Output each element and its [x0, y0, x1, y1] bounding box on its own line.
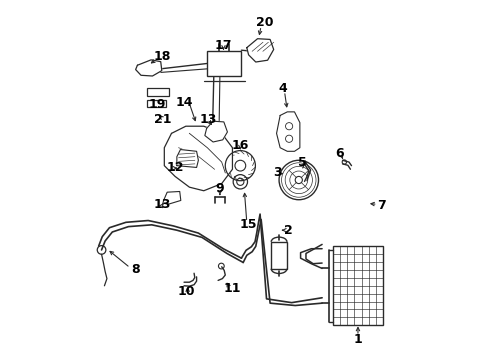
Text: 11: 11	[224, 282, 241, 295]
Text: 7: 7	[377, 199, 386, 212]
Bar	[207, 51, 242, 76]
Polygon shape	[163, 192, 181, 204]
Text: 15: 15	[239, 218, 257, 231]
Text: 9: 9	[216, 183, 224, 195]
Text: 12: 12	[166, 161, 184, 174]
Text: 19: 19	[148, 98, 166, 111]
Text: 16: 16	[232, 139, 249, 152]
Text: 21: 21	[154, 113, 172, 126]
Text: 13: 13	[200, 113, 217, 126]
Polygon shape	[276, 112, 300, 151]
Polygon shape	[136, 60, 162, 76]
Bar	[271, 242, 287, 269]
Bar	[147, 100, 166, 107]
Bar	[147, 88, 169, 96]
Text: 14: 14	[175, 96, 193, 109]
Text: 4: 4	[278, 82, 287, 95]
Text: 20: 20	[256, 17, 273, 30]
Text: 13: 13	[154, 198, 171, 211]
Text: 1: 1	[354, 333, 362, 346]
Text: 6: 6	[336, 147, 344, 159]
Polygon shape	[177, 149, 198, 167]
Text: 17: 17	[215, 39, 232, 52]
Polygon shape	[164, 126, 232, 191]
Text: 8: 8	[131, 263, 140, 276]
Text: 3: 3	[273, 166, 282, 179]
Polygon shape	[205, 121, 227, 142]
Text: 5: 5	[298, 156, 307, 169]
Text: 10: 10	[177, 285, 195, 298]
Text: 2: 2	[284, 224, 293, 238]
Bar	[333, 246, 383, 325]
Polygon shape	[247, 39, 274, 62]
Text: 18: 18	[153, 50, 171, 63]
